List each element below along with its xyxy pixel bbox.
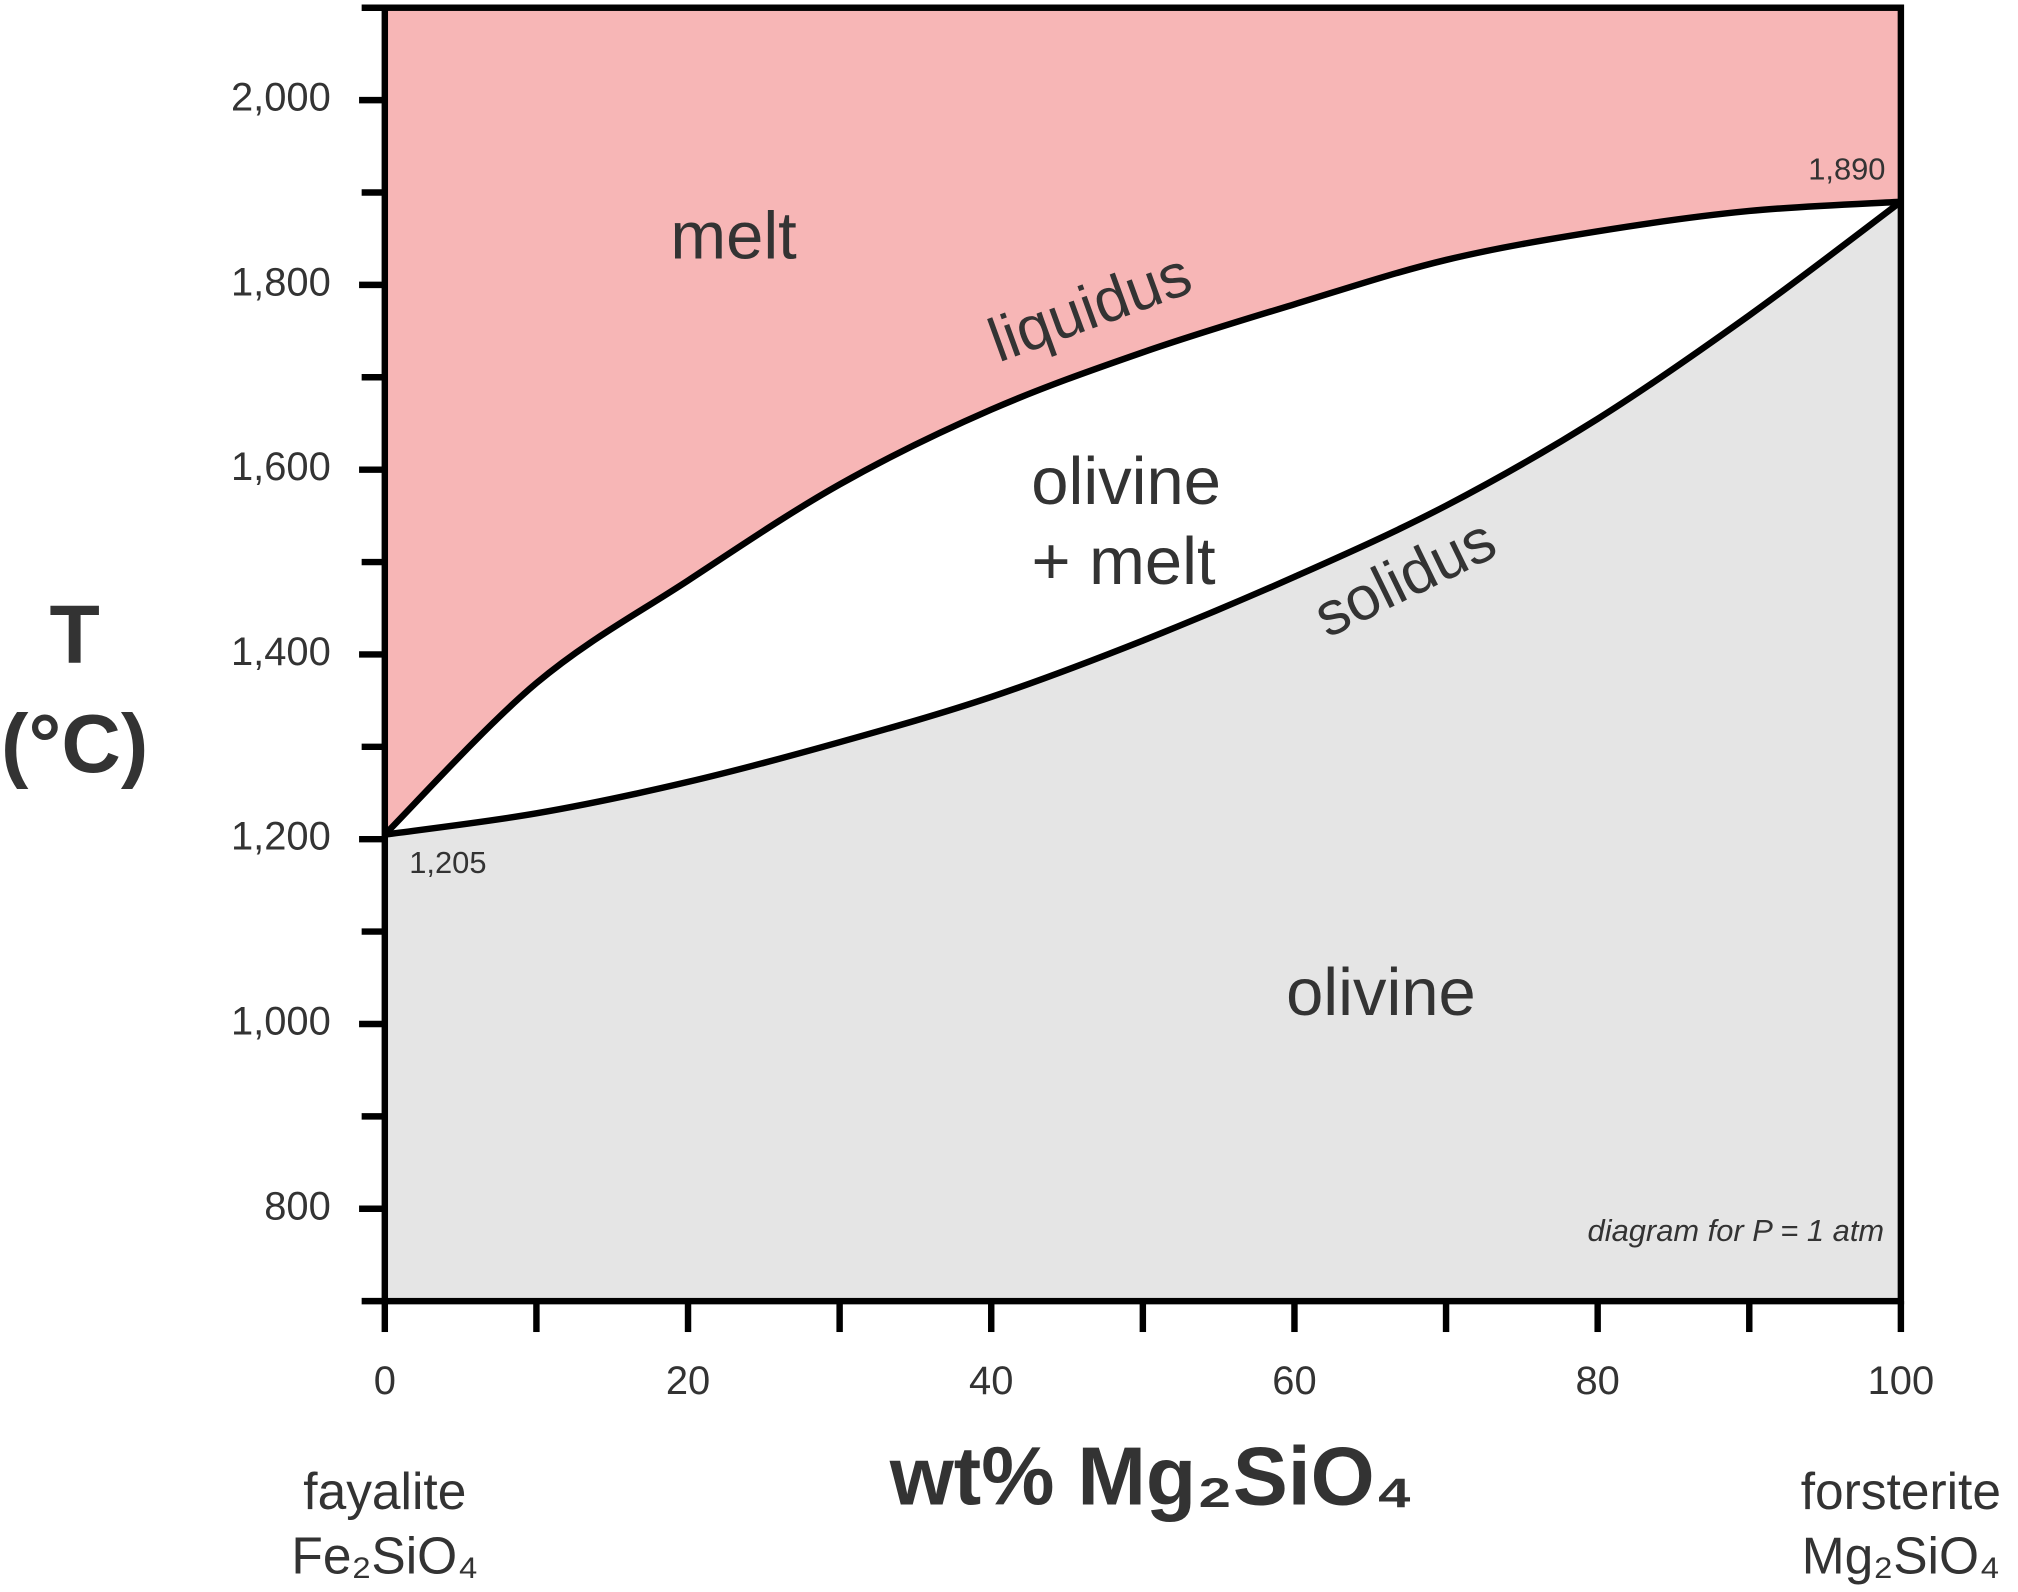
x-tick-label: 20 bbox=[666, 1359, 710, 1403]
endmember-name: forsterite bbox=[1801, 1462, 2001, 1520]
y-tick-label: 1,800 bbox=[231, 260, 331, 304]
endmember-formula: Mg₂SiO₄ bbox=[1802, 1526, 2000, 1584]
y-tick-label: 800 bbox=[264, 1184, 331, 1228]
x-tick-label: 80 bbox=[1575, 1359, 1619, 1403]
annotation: 1,890 bbox=[1808, 151, 1885, 186]
phase-curve bbox=[384, 199, 1903, 838]
endmember-name: fayalite bbox=[303, 1462, 466, 1520]
x-axis-title: wt% Mg₂SiO₄ bbox=[889, 1430, 1414, 1522]
annotation: 1,205 bbox=[409, 845, 486, 880]
annotation: diagram for P = 1 atm bbox=[1588, 1213, 1885, 1248]
y-tick-label: 2,000 bbox=[231, 76, 331, 120]
region-fill bbox=[384, 201, 1901, 1302]
x-tick-label: 60 bbox=[1272, 1359, 1316, 1403]
x-tick-label: 0 bbox=[374, 1359, 396, 1403]
y-tick-label: 1,200 bbox=[231, 815, 331, 859]
region-label: olivine bbox=[1031, 444, 1221, 519]
y-axis-title: (°C) bbox=[1, 698, 148, 790]
y-tick-label: 1,600 bbox=[231, 445, 331, 489]
region-label: melt bbox=[670, 198, 797, 273]
y-axis-title: T bbox=[49, 589, 99, 681]
y-tick-label: 1,000 bbox=[231, 1000, 331, 1044]
x-tick-label: 40 bbox=[969, 1359, 1013, 1403]
region-label: olivine bbox=[1286, 955, 1476, 1030]
x-tick-label: 100 bbox=[1868, 1359, 1935, 1403]
y-tick-label: 1,400 bbox=[231, 630, 331, 674]
endmember-formula: Fe₂SiO₄ bbox=[291, 1526, 478, 1584]
region-label: + melt bbox=[1032, 524, 1216, 599]
region-fill bbox=[384, 7, 1901, 835]
phase-curve bbox=[382, 198, 1902, 837]
